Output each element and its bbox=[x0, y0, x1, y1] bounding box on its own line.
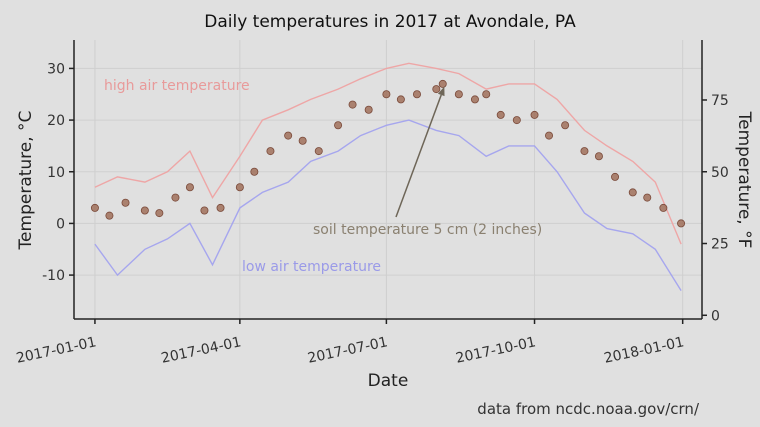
soil-point-36 bbox=[659, 203, 668, 212]
soil-point-2 bbox=[121, 198, 130, 207]
soil-point-21 bbox=[432, 85, 441, 94]
y-tick-label-left-0: -10 bbox=[42, 268, 65, 284]
soil-point-27 bbox=[512, 116, 521, 125]
soil-point-29 bbox=[545, 131, 554, 140]
soil-point-16 bbox=[348, 100, 357, 109]
series-layer bbox=[90, 62, 686, 291]
soil-point-9 bbox=[235, 183, 244, 192]
soil-point-6 bbox=[185, 183, 194, 192]
y-axis-title-right: Temperature, °F bbox=[734, 111, 754, 249]
y-tick-label-left-4: 30 bbox=[47, 61, 65, 77]
soil-point-30 bbox=[561, 121, 570, 130]
soil-point-31 bbox=[580, 147, 589, 156]
data-source-caption: data from ncdc.noaa.gov/crn/ bbox=[477, 400, 700, 418]
y-tick-label-right-3: 75 bbox=[711, 93, 729, 109]
y-tick-label-left-2: 10 bbox=[47, 165, 65, 181]
soil-point-18 bbox=[382, 90, 391, 99]
y-tick-label-right-0: 0 bbox=[711, 308, 720, 324]
annotations: high air temperature low air temperature… bbox=[104, 78, 542, 275]
x-tick-label-4: 2018-01-01 bbox=[603, 334, 686, 367]
soil-point-8 bbox=[216, 203, 225, 212]
soil-point-19 bbox=[396, 95, 405, 104]
y-tick-label-left-1: 0 bbox=[56, 216, 65, 232]
x-tick-label-2: 2017-07-01 bbox=[306, 334, 389, 367]
y-tick-label-left-3: 20 bbox=[47, 113, 65, 129]
soil-point-1 bbox=[105, 211, 114, 220]
soil-point-35 bbox=[643, 193, 652, 202]
soil-point-33 bbox=[611, 172, 620, 181]
annotation-low-air-temperature: low air temperature bbox=[242, 259, 381, 275]
annotation-high-air-temperature: high air temperature bbox=[104, 78, 250, 94]
series-line-low-air-temperature bbox=[94, 119, 682, 291]
soil-point-5 bbox=[171, 193, 180, 202]
annotation-arrow bbox=[395, 94, 442, 218]
tick-labels: -10 0 10 20 30 0 25 50 75 2017-01-01 2017-04-01 201… bbox=[15, 61, 729, 366]
soil-point-24 bbox=[470, 95, 479, 104]
soil-point-11 bbox=[266, 147, 275, 156]
soil-point-26 bbox=[496, 110, 505, 119]
soil-point-14 bbox=[314, 147, 323, 156]
axes bbox=[69, 40, 707, 324]
soil-point-34 bbox=[628, 188, 637, 197]
soil-point-3 bbox=[140, 206, 149, 215]
soil-point-25 bbox=[482, 90, 491, 99]
y-tick-label-right-1: 25 bbox=[711, 237, 729, 253]
soil-point-20 bbox=[412, 90, 421, 99]
x-tick-label-3: 2017-10-01 bbox=[454, 334, 537, 367]
soil-point-22 bbox=[438, 79, 447, 88]
soil-point-28 bbox=[530, 110, 539, 119]
chart-title: Daily temperatures in 2017 at Avondale, … bbox=[204, 12, 576, 32]
soil-point-4 bbox=[155, 209, 164, 218]
soil-point-32 bbox=[594, 152, 603, 161]
soil-point-37 bbox=[677, 219, 686, 228]
soil-point-0 bbox=[90, 203, 99, 212]
soil-point-13 bbox=[298, 136, 307, 145]
annotation-soil-temperature: soil temperature 5 cm (2 inches) bbox=[313, 222, 542, 238]
soil-point-17 bbox=[364, 105, 373, 114]
soil-point-23 bbox=[454, 90, 463, 99]
x-tick-label-1: 2017-04-01 bbox=[160, 334, 243, 367]
y-tick-label-right-2: 50 bbox=[711, 165, 729, 181]
series-line-high-air-temperature bbox=[94, 62, 682, 245]
soil-point-7 bbox=[200, 206, 209, 215]
x-tick-label-0: 2017-01-01 bbox=[15, 334, 98, 367]
soil-point-10 bbox=[250, 167, 259, 176]
soil-point-12 bbox=[284, 131, 293, 140]
x-axis-title: Date bbox=[368, 371, 409, 391]
y-axis-title-left: Temperature, °C bbox=[16, 111, 36, 251]
soil-point-15 bbox=[334, 121, 343, 130]
annotation-arrowhead bbox=[437, 86, 445, 97]
